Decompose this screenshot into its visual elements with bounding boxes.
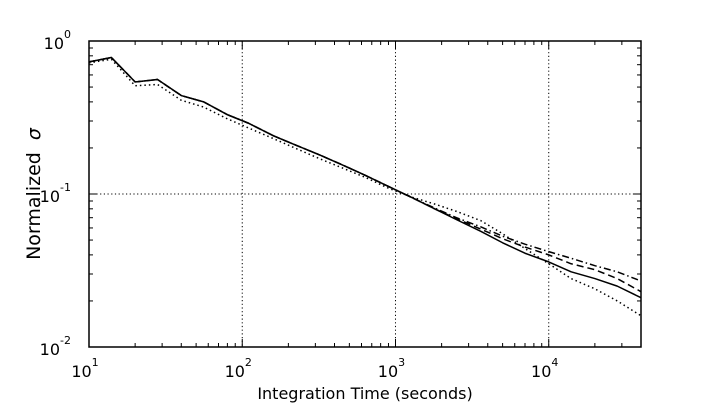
series-line-solid [88, 56, 642, 299]
series-line-dashdot [88, 56, 642, 282]
plot-frame [88, 40, 642, 348]
x-tick-exponent: 4 [551, 356, 558, 369]
x-tick-label: 103 [378, 356, 405, 381]
y-axis-label-text: Normalized [23, 152, 45, 260]
x-tick-exponent: 3 [398, 356, 405, 369]
tick-labels: 101 102 103 104 100 1 0 -1 10-2 [40, 28, 559, 381]
x-tick-label: 101 [71, 356, 98, 381]
y-tick-label: 10-2 [40, 334, 71, 359]
series-line-dotted [88, 58, 642, 317]
x-tick-exponent: 1 [92, 356, 99, 369]
y-axis-label-symbol: σ [23, 127, 45, 140]
ticks [88, 40, 641, 348]
x-tick-label: 102 [225, 356, 252, 381]
grid [89, 41, 641, 347]
y-axis-label: Normalized σ [23, 127, 45, 260]
x-axis-label: Integration Time (seconds) [257, 384, 472, 403]
y-tick-exponent: 0 [64, 28, 71, 41]
x-tick-label: 104 [531, 356, 558, 381]
y-tick-label: 100 [44, 28, 71, 53]
series-group [88, 56, 642, 317]
y-tick-exponent: -1 [60, 181, 71, 194]
x-tick-exponent: 2 [245, 356, 252, 369]
y-tick-exponent: -2 [60, 334, 71, 347]
